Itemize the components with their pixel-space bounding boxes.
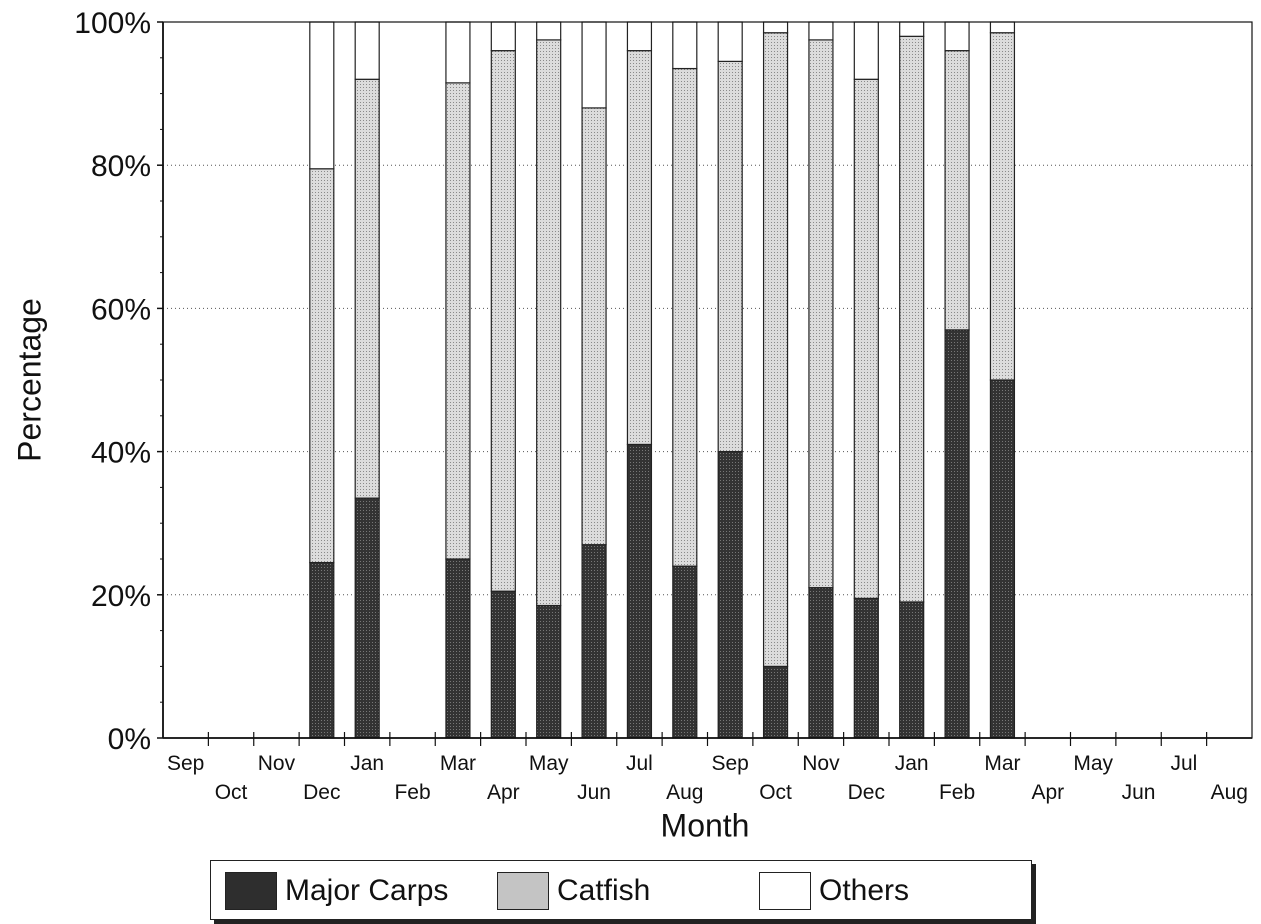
- bar-catfish: [989, 32, 1016, 381]
- bar-catfish: [853, 78, 879, 599]
- bar-catfish: [808, 39, 834, 589]
- bar-others: [445, 21, 471, 84]
- bar-others: [309, 21, 335, 170]
- legend-item-others: Others: [759, 871, 909, 911]
- bar-others: [581, 21, 607, 109]
- x-tick-label: Jun: [1122, 781, 1156, 804]
- x-tick-label: Feb: [394, 781, 430, 804]
- bar-catfish: [626, 50, 653, 446]
- x-tick-label: May: [1073, 752, 1113, 775]
- bar-major-carps: [354, 497, 380, 739]
- x-tick-label: Aug: [1211, 781, 1248, 804]
- bar-major-carps: [672, 565, 698, 739]
- bar-others: [717, 21, 743, 62]
- bar-major-carps: [581, 544, 607, 739]
- bar-others: [762, 21, 789, 34]
- bar-catfish: [899, 35, 925, 603]
- x-tick-label: Jul: [626, 752, 653, 775]
- legend-label-others: Others: [819, 874, 910, 907]
- legend-swatch-major-carps: [225, 872, 277, 910]
- bar-others: [989, 21, 1016, 34]
- x-tick-label: Jul: [1171, 752, 1198, 775]
- x-tick-label: Mar: [440, 752, 476, 775]
- bar-major-carps: [808, 587, 834, 739]
- bar-catfish: [354, 78, 380, 499]
- bar-major-carps: [626, 443, 653, 739]
- legend-swatch-catfish: [497, 872, 549, 910]
- bar-catfish: [581, 107, 607, 546]
- y-tick-label: 0%: [108, 723, 151, 756]
- bar-others: [899, 21, 925, 37]
- legend: Major Carps Catfish Others: [210, 860, 1032, 920]
- x-tick-label: May: [529, 752, 569, 775]
- bar-catfish: [490, 50, 516, 592]
- bar-others: [808, 21, 834, 41]
- bar-major-carps: [762, 665, 789, 739]
- bar-major-carps: [490, 590, 516, 739]
- bar-catfish: [672, 67, 698, 567]
- x-tick-label: Aug: [666, 781, 703, 804]
- x-tick-label: Dec: [848, 781, 885, 804]
- bar-major-carps: [536, 604, 562, 739]
- x-tick-label: Feb: [939, 781, 975, 804]
- bar-major-carps: [445, 558, 471, 739]
- legend-label-catfish: Catfish: [557, 874, 651, 907]
- bar-others: [944, 21, 970, 52]
- x-tick-label: Nov: [258, 752, 296, 775]
- bar-catfish: [445, 82, 471, 560]
- x-tick-label: Oct: [215, 781, 248, 804]
- x-tick-label: Jan: [350, 752, 384, 775]
- x-tick-label: Jun: [577, 781, 611, 804]
- x-axis-title: Month: [660, 807, 750, 844]
- legend-item-catfish: Catfish: [497, 871, 650, 911]
- bar-major-carps: [853, 597, 879, 739]
- axes: [157, 21, 1253, 746]
- bar-catfish: [762, 32, 789, 667]
- y-tick-label: 20%: [91, 580, 151, 613]
- bar-major-carps: [309, 561, 335, 739]
- bar-others: [354, 21, 380, 80]
- y-tick-label: 100%: [74, 7, 151, 40]
- x-tick-label: Nov: [802, 752, 840, 775]
- bar-catfish: [536, 39, 562, 607]
- bar-catfish: [944, 50, 970, 331]
- bar-others: [672, 21, 698, 70]
- y-tick-label: 80%: [91, 150, 151, 183]
- legend-swatch-others: [759, 872, 811, 910]
- tick-labels: 0% 20% 40% 60% 80% 100% Sep Oct Nov Dec Jan Feb Mar A…: [74, 7, 1248, 804]
- x-tick-label: Apr: [1031, 781, 1064, 804]
- x-tick-label: Apr: [487, 781, 520, 804]
- bar-others: [536, 21, 562, 41]
- y-axis-title: Percentage: [11, 298, 48, 462]
- x-tick-label: Oct: [759, 781, 792, 804]
- bar-others: [853, 21, 879, 80]
- x-tick-label: Jan: [895, 752, 929, 775]
- x-tick-label: Mar: [984, 752, 1020, 775]
- x-tick-label: Sep: [712, 752, 749, 775]
- y-tick-label: 60%: [91, 293, 151, 326]
- bar-catfish: [717, 60, 743, 453]
- bars: [309, 21, 1016, 739]
- bar-major-carps: [989, 379, 1016, 739]
- bar-major-carps: [899, 601, 925, 739]
- bar-catfish: [309, 168, 335, 564]
- bar-others: [626, 21, 653, 52]
- x-tick-label: Sep: [167, 752, 204, 775]
- bar-major-carps: [717, 451, 743, 739]
- legend-label-major-carps: Major Carps: [285, 874, 449, 907]
- bar-major-carps: [944, 329, 970, 739]
- bar-others: [490, 21, 516, 52]
- y-tick-label: 40%: [91, 437, 151, 470]
- x-tick-label: Dec: [303, 781, 340, 804]
- legend-item-major-carps: Major Carps: [225, 871, 448, 911]
- grid-lines: [163, 164, 1252, 596]
